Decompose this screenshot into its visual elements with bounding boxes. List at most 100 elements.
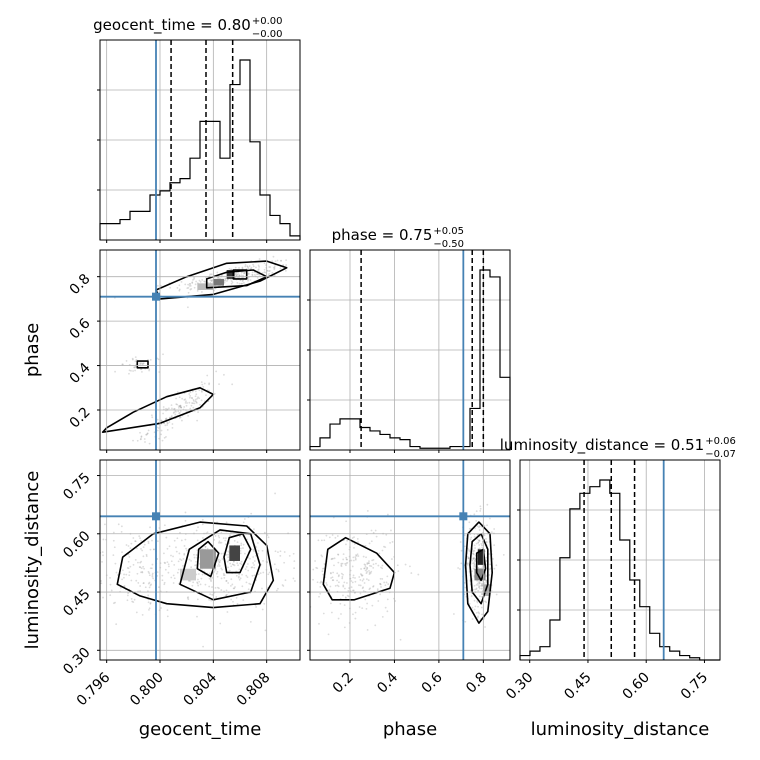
sample-point xyxy=(238,575,240,578)
sample-point xyxy=(347,589,350,592)
sample-point xyxy=(233,587,236,590)
sample-point xyxy=(139,537,141,540)
sample-point xyxy=(189,288,192,291)
sample-point xyxy=(191,397,194,400)
sample-point xyxy=(337,561,340,564)
sample-point xyxy=(218,540,221,543)
sample-point xyxy=(368,542,371,545)
sample-point xyxy=(177,568,180,571)
sample-point xyxy=(180,280,183,283)
sample-point xyxy=(367,579,370,582)
sample-point xyxy=(478,540,481,542)
sample-point xyxy=(342,585,345,588)
sample-point xyxy=(263,268,266,271)
sample-point xyxy=(145,433,148,436)
sample-point xyxy=(90,571,92,573)
sample-point xyxy=(354,558,357,561)
sample-point xyxy=(274,260,277,263)
sample-point xyxy=(478,582,481,585)
sample-point xyxy=(230,598,233,601)
sample-point xyxy=(165,407,167,410)
sample-point xyxy=(472,552,475,555)
sample-point xyxy=(225,589,228,592)
sample-point xyxy=(180,539,183,542)
sample-point xyxy=(114,562,117,565)
sample-point xyxy=(251,274,254,277)
sample-point xyxy=(263,262,266,265)
sample-point xyxy=(483,582,486,584)
sample-point xyxy=(340,565,343,568)
title-sup: +0.00 xyxy=(252,16,283,27)
sample-point xyxy=(163,561,166,564)
sample-point xyxy=(316,567,319,570)
sample-point xyxy=(471,618,474,620)
sample-point xyxy=(112,539,115,542)
sample-point xyxy=(239,552,242,555)
sample-point xyxy=(220,577,223,580)
sample-point xyxy=(102,554,104,557)
sample-point xyxy=(158,586,160,589)
sample-point xyxy=(227,553,229,556)
sample-point xyxy=(172,412,175,414)
sample-point xyxy=(186,597,189,599)
sample-point xyxy=(134,369,136,372)
sample-point xyxy=(480,582,483,585)
sample-point xyxy=(275,568,278,571)
sample-point xyxy=(166,615,169,618)
sample-point xyxy=(196,289,199,292)
sample-point xyxy=(90,570,92,572)
sample-point xyxy=(225,579,228,582)
sample-point xyxy=(225,594,228,597)
sample-point xyxy=(178,412,180,415)
sample-point xyxy=(478,526,480,529)
sample-point xyxy=(252,265,255,268)
sample-point xyxy=(252,263,254,266)
sample-point xyxy=(354,556,357,558)
sample-point xyxy=(239,547,242,550)
sample-point xyxy=(353,536,355,539)
sample-point xyxy=(177,560,180,563)
sample-point xyxy=(480,595,483,598)
sample-point xyxy=(128,369,131,372)
sample-point xyxy=(114,370,116,373)
sample-point xyxy=(271,260,274,262)
sample-point xyxy=(93,557,95,559)
sample-point xyxy=(187,283,190,286)
sample-point xyxy=(139,362,142,365)
sample-point xyxy=(294,580,296,582)
sample-point xyxy=(342,584,345,587)
sample-point xyxy=(190,566,193,569)
sample-point xyxy=(151,539,153,542)
sample-point xyxy=(477,589,480,592)
sample-point xyxy=(397,570,400,573)
sample-point xyxy=(485,580,488,583)
sample-point xyxy=(362,578,365,581)
sample-point xyxy=(352,556,355,559)
sample-point xyxy=(471,606,474,609)
density-cell xyxy=(229,545,240,561)
sample-point xyxy=(140,571,142,574)
sample-point xyxy=(167,407,170,410)
sample-point xyxy=(386,575,389,578)
sample-point xyxy=(112,531,115,534)
sample-point xyxy=(343,604,346,607)
sample-point xyxy=(366,602,369,605)
sample-point xyxy=(186,402,189,404)
sample-point xyxy=(256,276,259,279)
sample-point xyxy=(359,579,362,581)
sample-point xyxy=(191,282,194,284)
sample-point xyxy=(229,584,232,587)
sample-point xyxy=(161,439,164,442)
sample-point xyxy=(345,520,348,523)
sample-point xyxy=(359,573,362,575)
sample-point xyxy=(255,606,257,608)
sample-point xyxy=(237,564,239,567)
sample-point xyxy=(337,553,339,556)
sample-point xyxy=(261,608,264,611)
sample-point xyxy=(262,571,265,574)
sample-point xyxy=(196,397,199,400)
sample-point xyxy=(167,565,170,568)
sample-point xyxy=(276,259,279,262)
sample-point xyxy=(187,306,189,309)
x-tick-label: 0.75 xyxy=(678,670,711,703)
